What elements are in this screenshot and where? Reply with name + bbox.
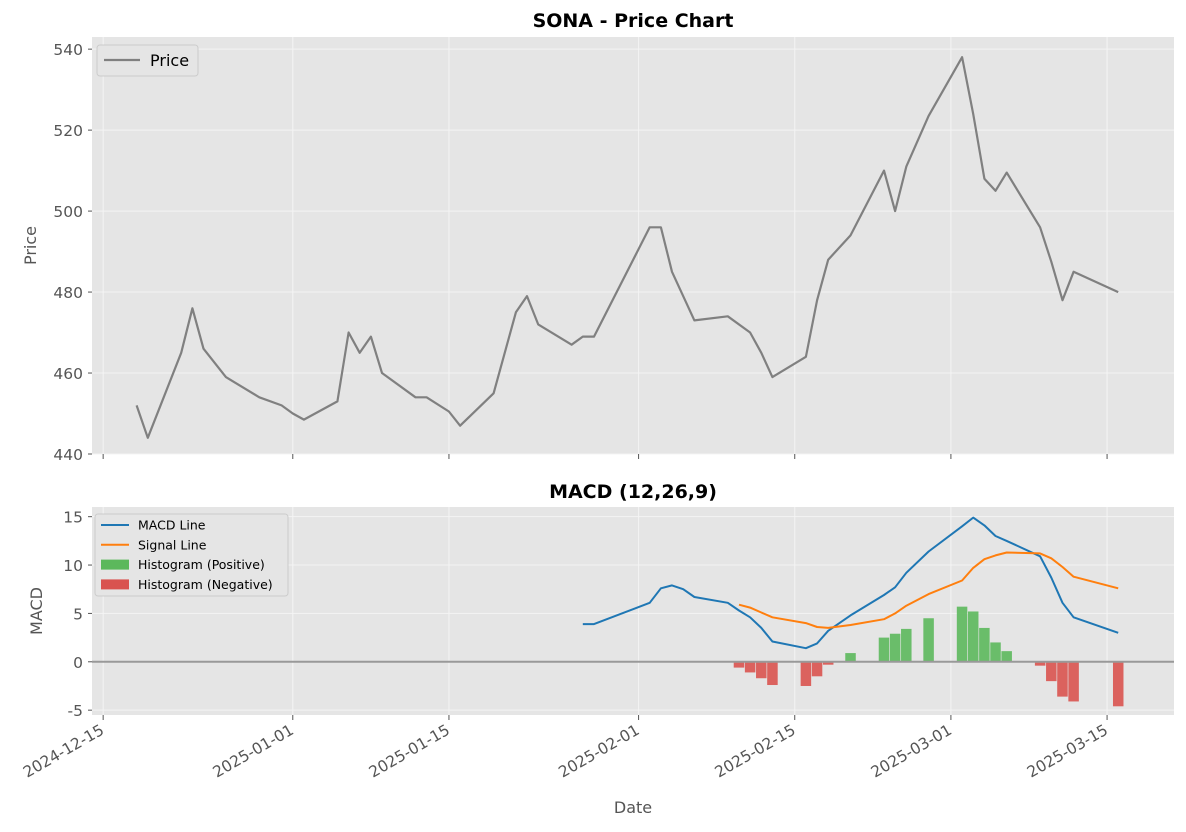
histogram-negative-bar bbox=[767, 661, 778, 686]
macd-x-ticks: 2024-12-15 2025-01-01 2025-01-15 2025-02-01… bbox=[20, 715, 1111, 782]
macd-legend: MACD Line Signal Line Histogram (Positive)… bbox=[94, 513, 289, 597]
price-legend-box bbox=[96, 44, 199, 77]
price-series bbox=[135, 56, 1119, 439]
histogram-positive-bar bbox=[889, 633, 901, 662]
histogram-positive-bar bbox=[956, 606, 968, 662]
histogram-positive-bar bbox=[979, 627, 990, 662]
price-y-axis-label: Price bbox=[21, 226, 40, 265]
macd-y-tick-label: -5 bbox=[68, 702, 83, 720]
histogram-positive-bar bbox=[990, 642, 1001, 662]
price-panel: 440 460 480 500 520 540 SONA - Price Chart Pr… bbox=[21, 10, 1174, 464]
price-y-tick-label: 480 bbox=[53, 284, 83, 302]
histogram-positive-bar bbox=[901, 628, 912, 662]
macd-legend-swatch bbox=[101, 559, 129, 570]
price-y-tick-label: 500 bbox=[53, 203, 83, 221]
macd-chart-title: MACD (12,26,9) bbox=[549, 481, 717, 503]
histogram-positive-bar bbox=[967, 611, 979, 662]
macd-panel: 2024-12-15 2025-01-01 2025-01-15 2025-02-01… bbox=[20, 481, 1174, 817]
histogram-negative-bar bbox=[1068, 661, 1079, 702]
histogram-positive-bar bbox=[878, 637, 890, 662]
price-y-tick-label: 440 bbox=[53, 446, 83, 464]
macd-y-axis-label: MACD bbox=[27, 587, 46, 635]
histogram-negative-bar bbox=[733, 661, 745, 668]
macd-x-tick-label: 2025-02-01 bbox=[556, 721, 643, 782]
price-chart-title: SONA - Price Chart bbox=[533, 10, 734, 32]
macd-y-tick-label: 15 bbox=[63, 509, 83, 527]
macd-y-tick-label: 5 bbox=[73, 605, 83, 623]
histogram-negative-bar bbox=[756, 661, 767, 679]
price-y-tick-label: 540 bbox=[53, 41, 83, 59]
histogram-negative-bar bbox=[1112, 661, 1124, 707]
histogram-negative-bar bbox=[1057, 661, 1068, 697]
price-line bbox=[135, 56, 1119, 439]
macd-x-tick-label: 2025-01-15 bbox=[366, 721, 453, 782]
macd-legend-box bbox=[94, 513, 289, 597]
price-y-tick-label: 460 bbox=[53, 365, 83, 383]
price-y-tick-label: 520 bbox=[53, 122, 83, 140]
macd-x-tick-label: 2025-02-15 bbox=[712, 721, 799, 782]
macd-legend-label: Histogram (Negative) bbox=[138, 577, 273, 592]
histogram-positive-bar bbox=[845, 653, 856, 662]
histogram-negative-bar bbox=[822, 661, 834, 665]
histogram-negative-bar bbox=[744, 661, 756, 673]
price-legend: Price bbox=[96, 44, 199, 77]
price-gridlines bbox=[92, 37, 1174, 455]
macd-x-tick-label: 2025-03-01 bbox=[868, 721, 955, 782]
histogram-positive-bar bbox=[923, 618, 934, 662]
macd-histogram bbox=[733, 606, 1124, 707]
macd-x-tick-label: 2025-03-15 bbox=[1024, 721, 1111, 782]
macd-line bbox=[582, 516, 1119, 650]
histogram-negative-bar bbox=[800, 661, 812, 686]
histogram-negative-bar bbox=[1046, 661, 1057, 682]
macd-x-tick-label: 2024-12-15 bbox=[20, 721, 107, 782]
histogram-negative-bar bbox=[811, 661, 823, 677]
histogram-positive-bar bbox=[1001, 651, 1012, 662]
price-x-ticks bbox=[102, 454, 1108, 459]
macd-x-axis-label: Date bbox=[614, 798, 652, 817]
macd-legend-label: MACD Line bbox=[138, 518, 206, 533]
macd-y-tick-label: 10 bbox=[63, 557, 83, 575]
macd-legend-label: Signal Line bbox=[138, 537, 207, 552]
histogram-negative-bar bbox=[1034, 661, 1046, 666]
price-y-ticks: 440 460 480 500 520 540 bbox=[53, 41, 92, 464]
macd-x-tick-label: 2025-01-01 bbox=[210, 721, 297, 782]
macd-legend-items: MACD Line Signal Line Histogram (Positive)… bbox=[101, 518, 273, 592]
macd-y-ticks: -5 0 5 10 15 bbox=[63, 509, 92, 720]
macd-legend-swatch bbox=[101, 579, 129, 590]
macd-legend-label: Histogram (Positive) bbox=[138, 557, 265, 572]
price-legend-label: Price bbox=[150, 51, 189, 70]
macd-y-tick-label: 0 bbox=[73, 654, 83, 672]
macd-series bbox=[582, 516, 1119, 650]
price-plot-area bbox=[92, 37, 1174, 454]
signal-line bbox=[738, 551, 1119, 629]
